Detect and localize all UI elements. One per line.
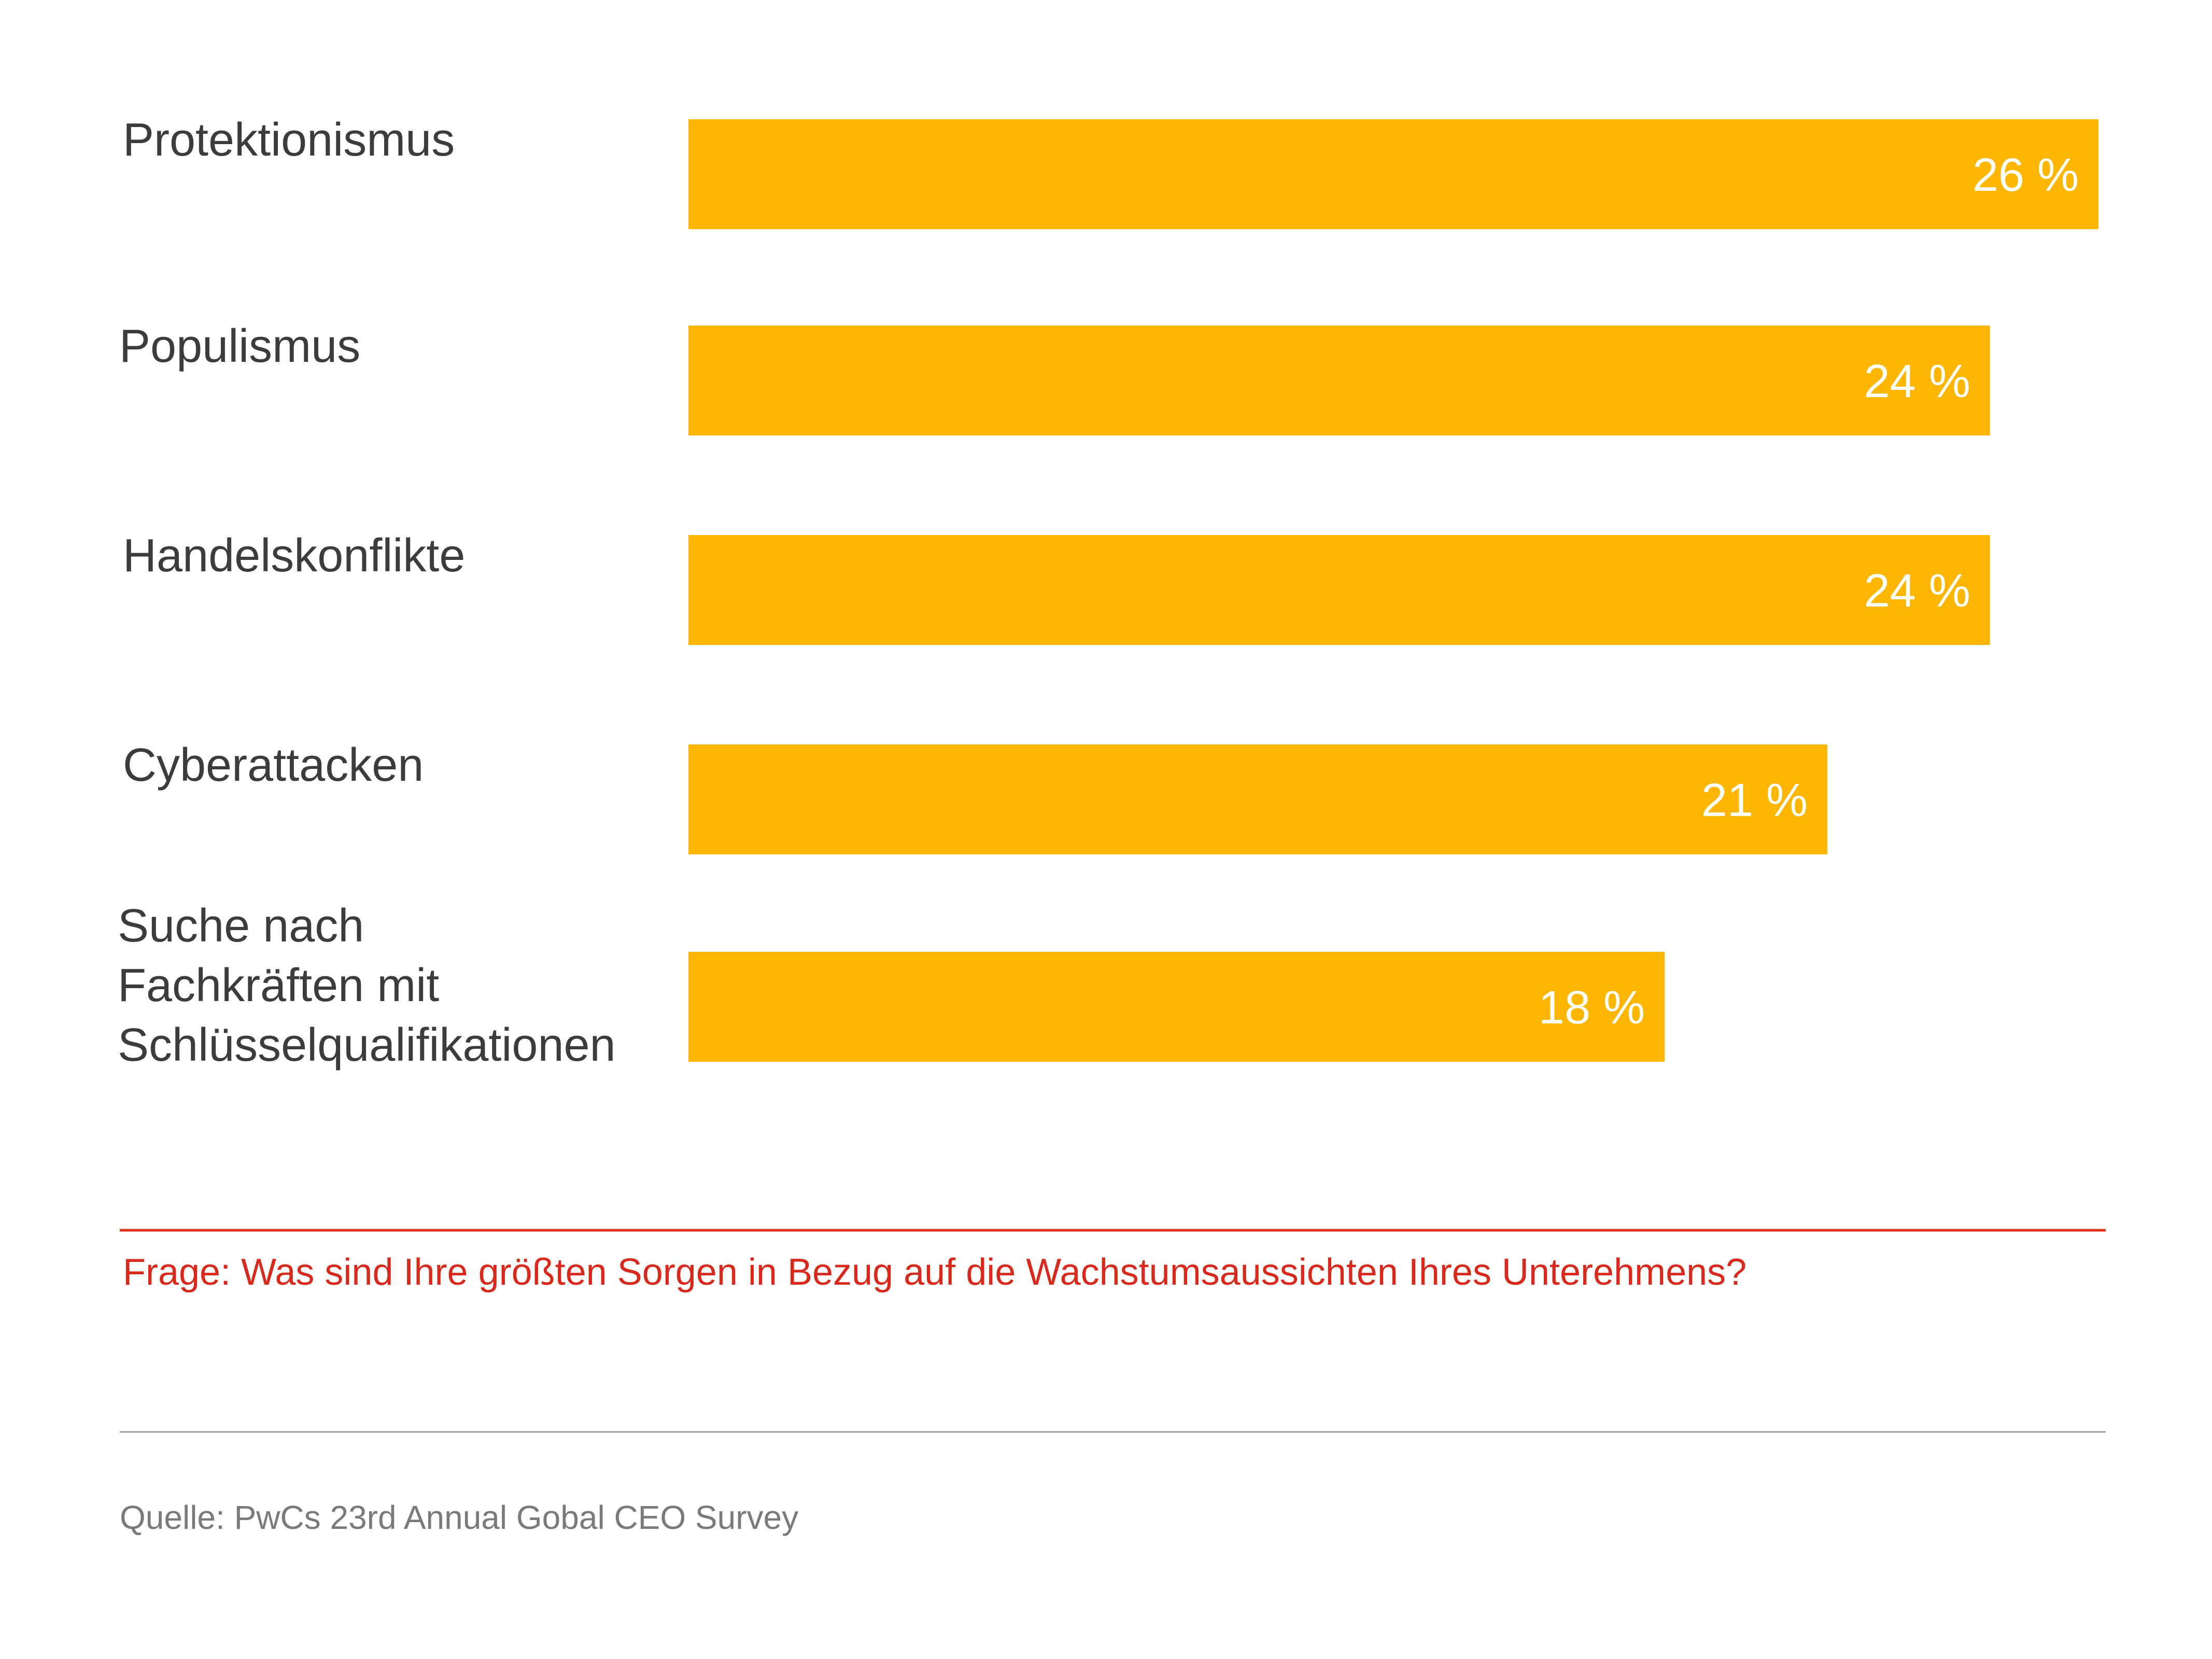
bar-5 bbox=[688, 952, 1665, 1062]
survey-question: Frage: Was sind Ihre größten Sorgen in B… bbox=[123, 1252, 1747, 1293]
category-label-3: Handelskonflikte bbox=[123, 530, 465, 582]
category-label-2: Populismus bbox=[119, 320, 360, 372]
value-label-5: 18 % bbox=[1539, 982, 1645, 1034]
category-label-1: Protektionismus bbox=[123, 114, 455, 166]
value-label-3: 24 % bbox=[1864, 565, 1970, 617]
value-label-1: 26 % bbox=[1973, 149, 2079, 201]
category-label-4: Cyberattacken bbox=[123, 739, 424, 791]
category-label-5: Suche nach Fachkräften mit Schlüsselqualif… bbox=[118, 900, 616, 1071]
bar-4 bbox=[688, 744, 1827, 854]
value-label-4: 21 % bbox=[1701, 775, 1808, 826]
bar-1 bbox=[688, 119, 2098, 229]
source-note: Quelle: PwCs 23rd Annual Gobal CEO Surve… bbox=[120, 1499, 799, 1536]
bar-2 bbox=[688, 326, 1990, 435]
value-label-2: 24 % bbox=[1864, 356, 1970, 407]
bar-3 bbox=[688, 535, 1990, 645]
